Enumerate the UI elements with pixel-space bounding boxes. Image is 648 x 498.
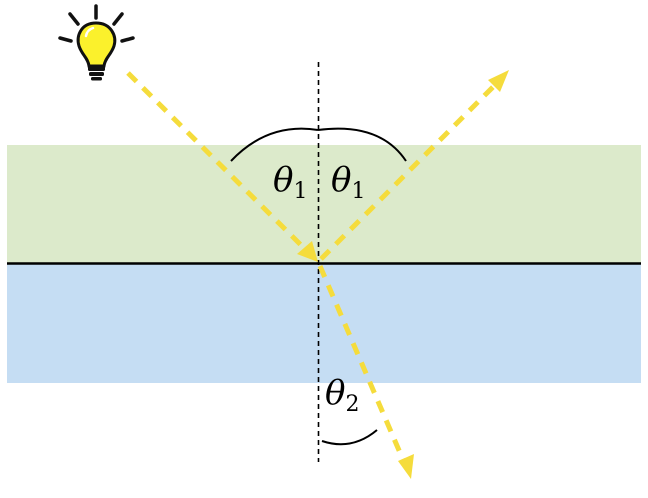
- incident-angle-symbol: θ: [273, 160, 293, 200]
- refracted-ray-arrowhead: [398, 454, 414, 479]
- refracted-angle-arc: [321, 429, 378, 446]
- upper-medium: [7, 145, 641, 263]
- incident-angle-subscript: 1: [293, 179, 307, 204]
- refracted-angle-symbol: θ: [325, 373, 345, 413]
- refracted-angle-label: θ2: [325, 373, 359, 417]
- refracted-ray: [317, 265, 407, 463]
- reflected-angle-arc: [317, 127, 407, 162]
- reflected-angle-label: θ1: [331, 160, 365, 204]
- lower-medium: [7, 264, 641, 383]
- lightbulb-icon: [58, 4, 135, 81]
- reflected-ray-arrowhead: [488, 70, 509, 92]
- incident-angle-label: θ1: [273, 160, 307, 204]
- reflected-angle-subscript: 1: [351, 179, 365, 204]
- incident-ray-arrowhead: [297, 241, 318, 262]
- reflected-angle-symbol: θ: [331, 160, 351, 200]
- incident-ray: [126, 71, 309, 253]
- incident-angle-arc: [230, 127, 319, 162]
- refracted-angle-subscript: 2: [345, 392, 359, 417]
